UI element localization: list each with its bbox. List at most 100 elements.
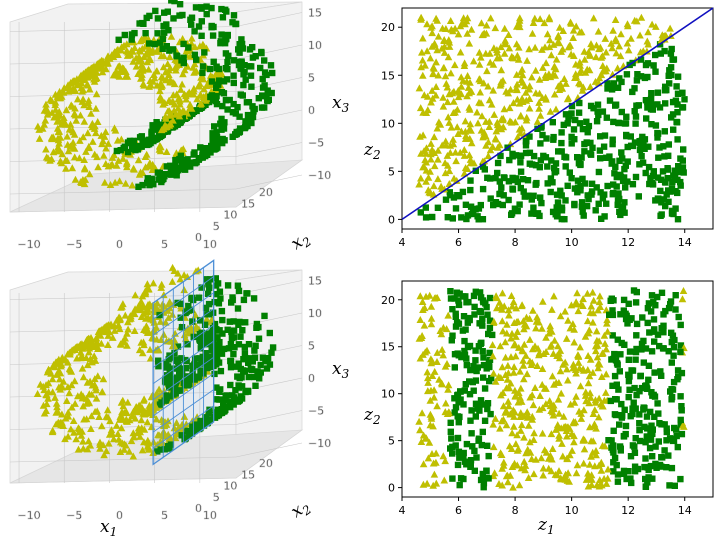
point-square xyxy=(619,412,626,419)
point-triangle xyxy=(538,404,547,412)
point-square xyxy=(654,331,662,338)
point-square xyxy=(609,191,616,198)
point-triangle xyxy=(479,131,488,139)
point-square xyxy=(195,23,203,30)
point-square xyxy=(620,432,628,440)
point-square xyxy=(456,454,463,461)
point-square xyxy=(474,364,481,371)
point-triangle xyxy=(557,389,565,397)
point-square xyxy=(184,341,191,348)
point-triangle xyxy=(503,320,511,328)
point-square xyxy=(193,56,200,63)
point-square xyxy=(176,12,183,19)
point-triangle xyxy=(550,292,558,300)
point-triangle xyxy=(40,409,49,417)
point-square xyxy=(259,92,266,99)
point-triangle xyxy=(178,425,186,433)
xlabel-br: z1 xyxy=(537,515,555,537)
point-square xyxy=(191,355,199,362)
point-square xyxy=(261,57,268,64)
point-square xyxy=(238,36,245,43)
point-triangle xyxy=(430,367,439,375)
point-triangle xyxy=(121,311,130,319)
point-triangle xyxy=(586,83,595,90)
point-square xyxy=(603,200,610,207)
point-triangle xyxy=(522,113,531,121)
point-square xyxy=(627,475,634,482)
point-square xyxy=(248,83,255,90)
point-square xyxy=(655,438,662,445)
point-square xyxy=(626,386,633,393)
point-square xyxy=(468,430,475,437)
point-square xyxy=(164,8,171,15)
point-square xyxy=(663,464,670,471)
point-triangle xyxy=(430,393,438,401)
point-triangle xyxy=(522,351,530,359)
point-square xyxy=(609,158,616,165)
point-square xyxy=(267,62,275,69)
point-triangle xyxy=(570,438,578,446)
point-square xyxy=(472,413,479,420)
point-square xyxy=(599,195,607,202)
point-square xyxy=(614,201,621,208)
point-square xyxy=(643,413,651,420)
point-triangle xyxy=(52,399,61,407)
point-square xyxy=(651,338,658,345)
point-triangle xyxy=(514,445,523,453)
point-square xyxy=(151,136,159,143)
point-square xyxy=(674,101,681,108)
point-triangle xyxy=(602,370,610,378)
point-triangle xyxy=(149,279,158,287)
point-square xyxy=(460,475,467,483)
grid-line xyxy=(9,91,237,97)
point-triangle xyxy=(153,81,161,89)
point-square xyxy=(227,364,235,371)
point-square xyxy=(245,341,253,348)
point-triangle xyxy=(428,29,436,37)
point-triangle xyxy=(144,300,152,308)
point-square xyxy=(623,312,630,319)
point-square xyxy=(487,195,494,202)
point-square xyxy=(677,342,685,349)
ylabel-br: z2 xyxy=(363,405,381,427)
point-square xyxy=(249,113,257,121)
point-triangle xyxy=(419,131,427,139)
point-square xyxy=(670,378,678,386)
point-square xyxy=(639,159,647,166)
point-triangle xyxy=(94,163,102,171)
point-triangle xyxy=(57,120,66,128)
point-square xyxy=(218,89,226,96)
point-triangle xyxy=(67,101,75,109)
point-square xyxy=(640,359,647,366)
point-triangle xyxy=(417,14,425,21)
point-square xyxy=(650,168,657,175)
point-triangle xyxy=(485,123,494,130)
point-square xyxy=(472,357,479,364)
point-square xyxy=(235,341,243,348)
point-triangle xyxy=(85,103,93,110)
point-triangle xyxy=(549,70,557,78)
x-tick-label: 0 xyxy=(116,238,123,251)
point-square xyxy=(677,393,684,400)
point-triangle xyxy=(527,361,536,368)
point-square xyxy=(253,324,260,331)
point-triangle xyxy=(426,410,435,418)
plane-gridline xyxy=(152,308,214,352)
point-square xyxy=(180,40,187,48)
point-triangle xyxy=(486,14,495,22)
point-square xyxy=(455,301,463,309)
point-triangle xyxy=(595,298,604,306)
point-square xyxy=(637,73,645,80)
point-square xyxy=(457,388,464,395)
point-triangle xyxy=(84,129,92,137)
point-square xyxy=(473,367,480,375)
point-triangle xyxy=(547,51,556,59)
point-triangle xyxy=(445,36,453,44)
point-triangle xyxy=(515,343,523,351)
point-triangle xyxy=(510,422,518,430)
point-square xyxy=(156,39,164,46)
point-square xyxy=(234,104,241,111)
point-square xyxy=(213,133,221,141)
point-square xyxy=(464,319,471,326)
point-square xyxy=(192,4,200,11)
